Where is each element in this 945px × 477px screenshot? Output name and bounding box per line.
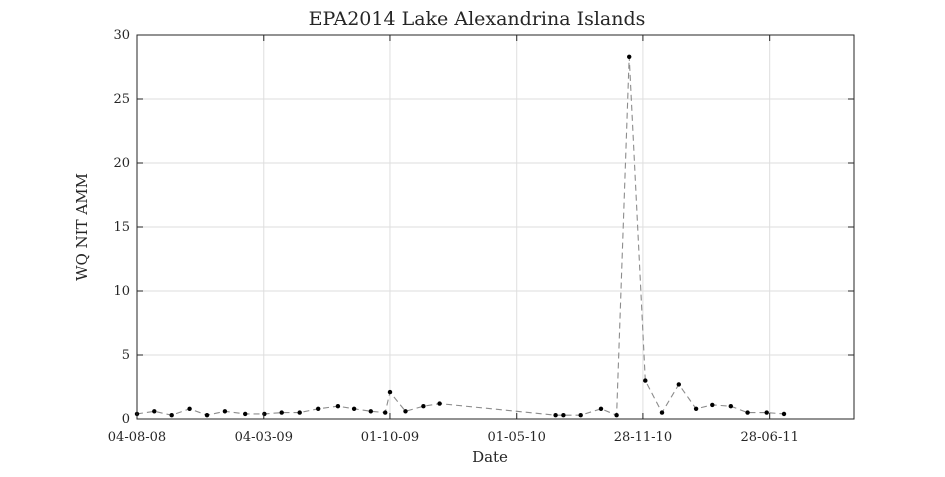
ticks: 0 5 10 15 20 25 30 04-08-08 04-03-09 01-10-09 01-0… bbox=[108, 28, 854, 445]
data-point bbox=[222, 409, 228, 414]
x-tick-label: 04-08-08 bbox=[108, 430, 166, 445]
y-tick-label: 30 bbox=[113, 28, 130, 43]
data-point bbox=[351, 406, 357, 411]
data-point bbox=[368, 409, 373, 414]
data-point bbox=[187, 406, 192, 411]
x-tick-label: 28-06-11 bbox=[740, 430, 798, 445]
x-axis-label: Date bbox=[472, 448, 508, 466]
y-tick-label: 0 bbox=[122, 412, 130, 427]
data-point bbox=[643, 378, 648, 383]
data-point bbox=[598, 406, 604, 411]
data-point bbox=[764, 410, 769, 415]
data-point bbox=[693, 406, 699, 411]
y-tick-label: 5 bbox=[122, 348, 130, 363]
data-point bbox=[553, 413, 558, 418]
data-point bbox=[745, 410, 750, 415]
data-point bbox=[403, 409, 408, 414]
grid bbox=[136, 34, 854, 420]
series-line bbox=[136, 56, 785, 417]
data-point bbox=[316, 406, 321, 411]
data-point bbox=[297, 410, 302, 415]
data-point bbox=[627, 54, 632, 59]
x-tick-label: 01-05-10 bbox=[488, 430, 546, 445]
x-tick-label: 28-11-10 bbox=[614, 430, 672, 445]
data-point bbox=[659, 410, 665, 415]
data-point bbox=[710, 402, 715, 408]
data-point bbox=[781, 411, 787, 417]
data-layer bbox=[134, 54, 787, 418]
chart-title: EPA2014 Lake Alexandrina Islands bbox=[309, 8, 646, 30]
data-point bbox=[561, 413, 566, 418]
data-point bbox=[279, 410, 284, 415]
x-tick-label: 04-03-09 bbox=[235, 430, 293, 445]
data-point bbox=[387, 389, 393, 395]
data-point bbox=[243, 411, 248, 417]
y-tick-label: 25 bbox=[113, 92, 130, 107]
x-tick-label: 01-10-09 bbox=[361, 430, 419, 445]
data-point bbox=[578, 413, 583, 418]
data-point bbox=[204, 413, 210, 418]
y-tick-label: 10 bbox=[113, 284, 130, 299]
y-tick-label: 15 bbox=[113, 220, 130, 235]
data-point bbox=[437, 401, 442, 406]
y-tick-label: 20 bbox=[113, 156, 130, 171]
data-point bbox=[152, 409, 157, 414]
data-point bbox=[383, 410, 388, 415]
y-axis-label: WQ NIT AMM bbox=[73, 173, 91, 281]
data-point bbox=[614, 413, 619, 418]
data-point bbox=[335, 404, 341, 409]
data-point bbox=[676, 382, 681, 387]
data-point bbox=[262, 411, 267, 417]
data-point bbox=[421, 404, 426, 409]
data-point bbox=[728, 404, 733, 409]
data-point bbox=[169, 413, 174, 418]
